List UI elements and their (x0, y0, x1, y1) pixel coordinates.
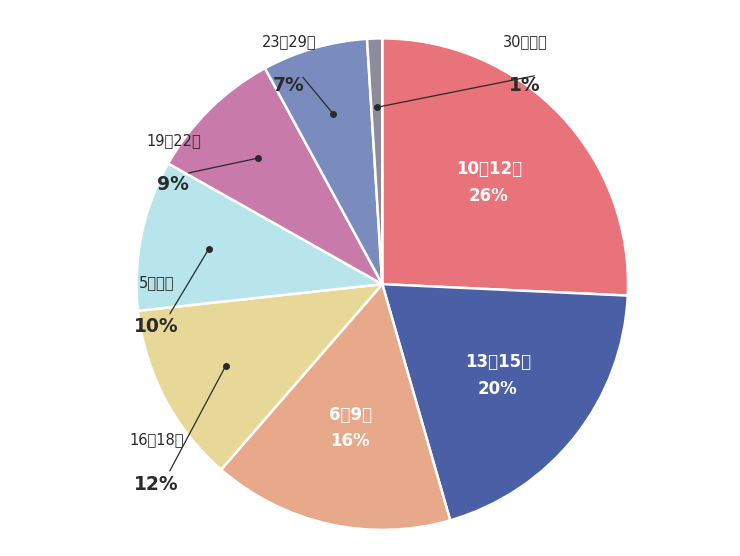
Wedge shape (168, 68, 383, 284)
Text: 7%: 7% (273, 77, 305, 96)
Text: 19〒22歳: 19〒22歳 (146, 133, 201, 148)
Wedge shape (138, 284, 383, 470)
Text: 13〒15歳
20%: 13〒15歳 20% (465, 354, 531, 398)
Text: 9%: 9% (158, 175, 189, 194)
Text: 16〒18歳: 16〒18歳 (129, 433, 184, 448)
Text: 10〒12歳
26%: 10〒12歳 26% (456, 160, 522, 205)
Wedge shape (137, 163, 383, 311)
Wedge shape (265, 39, 383, 284)
Text: 12%: 12% (134, 475, 178, 494)
Text: 10%: 10% (134, 317, 178, 336)
Wedge shape (383, 284, 628, 520)
Text: 1%: 1% (509, 77, 541, 96)
Wedge shape (367, 38, 383, 284)
Wedge shape (383, 38, 628, 296)
Text: 30歳以上: 30歳以上 (502, 34, 547, 49)
Wedge shape (221, 284, 450, 530)
Text: 23〒29歳: 23〒29歳 (262, 34, 316, 49)
Text: 6〒9歳
16%: 6〒9歳 16% (329, 406, 372, 450)
Text: 5歳未満: 5歳未満 (138, 275, 174, 290)
